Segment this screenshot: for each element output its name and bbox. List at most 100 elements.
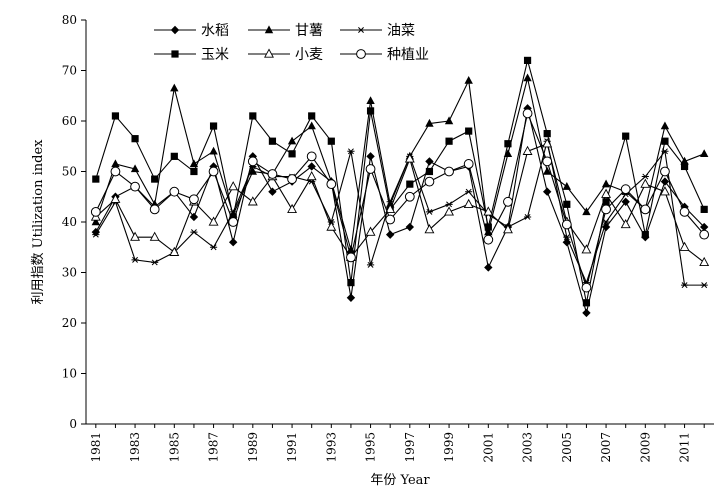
series-5-point (502, 224, 513, 234)
series-1-point (621, 197, 630, 206)
series-3-point (190, 229, 198, 236)
series-2-point (660, 121, 670, 130)
series-5-point (365, 226, 376, 236)
series-4-point (425, 167, 434, 176)
series-4-point (445, 137, 453, 145)
series-5-point (287, 203, 298, 214)
series-1-point (228, 238, 238, 247)
x-tick-label: 1981 (89, 432, 103, 463)
series-4-point (504, 140, 512, 148)
series-6-point (228, 217, 239, 227)
series-6-point (601, 204, 611, 215)
series-6-point (326, 179, 337, 190)
series-4-point (131, 135, 139, 143)
series-4-point (406, 180, 414, 188)
series-5-point (444, 206, 455, 216)
series-5-point (424, 224, 435, 234)
series-4-point (151, 175, 159, 183)
series-1-point (582, 308, 591, 318)
series-1-point (385, 230, 395, 239)
legend-item-5: 小麦 (248, 47, 323, 63)
x-tick-label: 2001 (481, 432, 495, 463)
series-6-line (95, 111, 705, 290)
series-2-point (130, 164, 140, 173)
series-3-point (465, 188, 473, 195)
y-tick-label: 80 (62, 13, 77, 27)
series-6-point (404, 191, 415, 202)
series-5-point (110, 193, 121, 203)
series-4-line (95, 60, 705, 303)
series-2-point (562, 182, 572, 190)
y-tick-label: 40 (62, 215, 77, 229)
series-6-point (306, 151, 317, 162)
legend-label: 小麦 (295, 47, 323, 63)
legend-label: 油菜 (387, 23, 415, 39)
legend-label: 玉米 (201, 47, 229, 63)
series-5-point (306, 171, 317, 181)
series-2-point (680, 156, 689, 165)
series-2-point (170, 83, 179, 92)
series-3-point (602, 219, 610, 225)
x-tick-label: 1991 (285, 432, 299, 463)
series-6-point (130, 181, 140, 192)
series-4-point (602, 198, 610, 206)
series-5-point (679, 241, 690, 251)
series-2-point (209, 146, 218, 155)
series-1-point (346, 293, 356, 302)
series-5-point (640, 178, 651, 188)
series-3-point (366, 261, 375, 268)
series-4-point (268, 137, 277, 145)
series-4-point (209, 122, 218, 130)
series-4-point (308, 112, 316, 120)
series-4-point (700, 205, 708, 213)
series-2-point (699, 149, 709, 158)
series-4-point (249, 112, 257, 120)
series-2-point (523, 73, 532, 82)
series-2-point (582, 207, 591, 216)
legend-marker (171, 50, 179, 58)
series-5-point (659, 186, 670, 196)
series-3-point (523, 213, 532, 220)
series-2-point (307, 121, 316, 130)
series-2-point (464, 76, 473, 84)
legend-item-4: 玉米 (154, 47, 229, 63)
x-tick-label: 1999 (442, 432, 456, 463)
x-tick-label: 1995 (364, 432, 378, 463)
series-2-point (111, 159, 120, 168)
series-5-point (149, 231, 160, 241)
series-3-point (209, 244, 218, 251)
x-tick-label: 1983 (128, 432, 142, 463)
series-5-point (169, 246, 180, 256)
series-4-point (523, 56, 532, 64)
series-6-point (463, 159, 474, 169)
series-5-point (130, 231, 141, 241)
series-5-point (404, 153, 415, 163)
series-3-point (445, 201, 453, 208)
series-2-point (425, 118, 434, 127)
series-6-point (208, 166, 219, 177)
series-1-point (307, 162, 316, 171)
y-tick-label: 30 (62, 266, 77, 280)
series-6-point (660, 166, 670, 177)
series-6-point (483, 234, 494, 245)
series-2-line (95, 77, 705, 250)
series-4-point (170, 152, 178, 160)
legend-marker (357, 27, 365, 33)
series-1-point (699, 222, 709, 232)
series-6-point (110, 166, 121, 177)
series-4-point (465, 127, 473, 135)
legend-marker (264, 48, 274, 58)
series-4-point (641, 231, 649, 239)
series-1 (91, 104, 709, 318)
x-tick-label: 1993 (324, 432, 338, 463)
legend-item-2: 甘薯 (248, 23, 323, 39)
series-2-point (248, 166, 258, 175)
series-1-line (95, 108, 705, 314)
y-tick-label: 0 (69, 417, 77, 431)
series-3 (92, 138, 708, 289)
x-tick-label: 2011 (678, 432, 692, 463)
legend-marker (170, 25, 180, 35)
legend-item-6: 种植业 (340, 47, 429, 63)
series-5-point (208, 216, 219, 226)
